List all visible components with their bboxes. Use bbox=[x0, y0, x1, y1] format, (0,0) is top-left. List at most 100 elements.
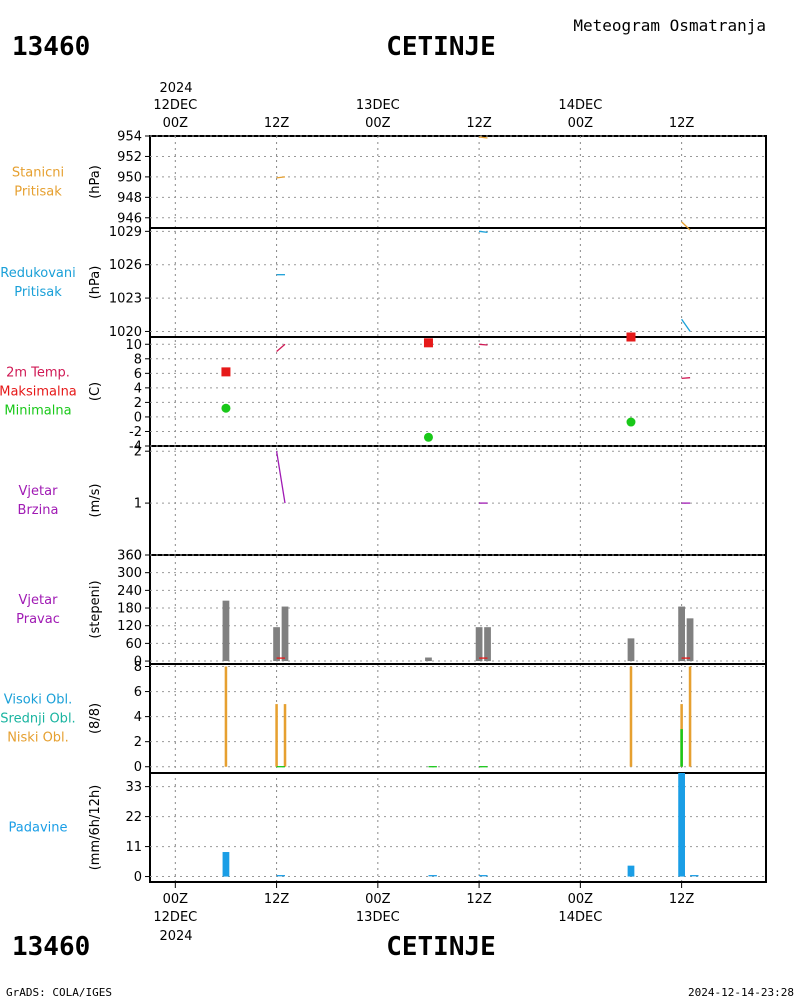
meteogram-title: Meteogram Osmatranja bbox=[573, 16, 766, 35]
series-line bbox=[479, 230, 488, 234]
panel-ylabel: (hPa) bbox=[88, 266, 103, 300]
time-tick-top-date: 13DEC bbox=[356, 98, 400, 113]
bar bbox=[475, 627, 483, 662]
series-line bbox=[479, 343, 488, 346]
series-line bbox=[681, 318, 691, 332]
time-axis-bottom-labels: 00Z 12DEC 12Z 00Z 13DEC 12Z 00Z 14DEC 12Z bbox=[153, 882, 694, 925]
bar bbox=[222, 600, 230, 662]
bar bbox=[224, 666, 228, 767]
footer-timestamp: 2024-12-14-23:28 bbox=[688, 986, 794, 999]
y-tick-label: -2 bbox=[129, 425, 142, 440]
max-temp-marker bbox=[221, 367, 231, 377]
y-tick-label: 240 bbox=[117, 584, 142, 599]
station-name-bottom: CETINJE bbox=[386, 932, 496, 962]
time-tick-bottom-hour: 00Z bbox=[365, 892, 391, 907]
time-tick-top-hour: 00Z bbox=[365, 116, 391, 131]
panel-label: Redukovani bbox=[0, 266, 75, 281]
panel-3: Vjetar Brzina (m/s) 0 1 2 bbox=[18, 445, 766, 564]
time-tick-top-hour: 00Z bbox=[163, 116, 189, 131]
panel-label: Minimalna bbox=[4, 404, 71, 419]
y-tick-label: 2 bbox=[134, 396, 142, 411]
time-tick-bottom-hour: 00Z bbox=[568, 892, 594, 907]
footer-credit: GrADS: COLA/IGES bbox=[6, 986, 112, 999]
panel-4: Vjetar Pravac (stepeni) 0 60 120 180 240 300 360 bbox=[16, 549, 766, 670]
panel-label: Vjetar bbox=[19, 484, 59, 499]
bar bbox=[688, 666, 692, 767]
y-tick-label: 360 bbox=[117, 549, 142, 564]
y-tick-label: 2 bbox=[134, 735, 142, 750]
time-axis-top-year: 2024 bbox=[159, 81, 192, 96]
y-tick-label: 8 bbox=[134, 352, 142, 367]
y-tick-label: 11 bbox=[125, 840, 142, 855]
min-temp-marker bbox=[626, 417, 636, 427]
series-line bbox=[275, 451, 286, 504]
station-name-top: CETINJE bbox=[386, 32, 496, 62]
y-tick-label: 4 bbox=[134, 710, 142, 725]
panel-label: Padavine bbox=[9, 821, 68, 836]
y-tick-label: 33 bbox=[125, 780, 142, 795]
bar bbox=[678, 606, 685, 662]
panel-ylabel: (stepeni) bbox=[88, 580, 103, 638]
y-tick-label: 300 bbox=[117, 566, 142, 581]
panel-label: Niski Obl. bbox=[7, 731, 69, 746]
series-line bbox=[276, 176, 286, 179]
time-tick-bottom-hour: 12Z bbox=[669, 892, 695, 907]
panel-label: Srednji Obl. bbox=[0, 712, 75, 727]
y-tick-label: 22 bbox=[125, 810, 142, 825]
bar bbox=[484, 627, 491, 662]
time-tick-top-hour: 12Z bbox=[669, 116, 695, 131]
y-tick-label: 1 bbox=[134, 497, 142, 512]
meteogram-panels: Stanicni Pritisak (hPa) 946 948 950 952 954 Redu… bbox=[0, 130, 767, 885]
y-tick-label: 950 bbox=[117, 170, 142, 185]
panel-label: Maksimalna bbox=[0, 385, 77, 400]
time-axis-bottom-year: 2024 bbox=[159, 929, 192, 944]
bar bbox=[275, 704, 278, 767]
time-tick-top-hour: 00Z bbox=[568, 116, 594, 131]
y-tick-label: 1023 bbox=[109, 292, 142, 307]
y-tick-label: 2 bbox=[134, 445, 142, 460]
series-line bbox=[681, 221, 691, 231]
time-tick-bottom-date: 13DEC bbox=[356, 910, 400, 925]
min-temp-marker bbox=[221, 403, 231, 413]
y-tick-label: 948 bbox=[117, 191, 142, 206]
series-line bbox=[681, 377, 691, 380]
y-tick-label: 120 bbox=[117, 619, 142, 634]
y-tick-label: 1020 bbox=[109, 325, 142, 340]
y-tick-label: 10 bbox=[125, 338, 142, 353]
panel-label: Vjetar bbox=[19, 593, 59, 608]
time-tick-top-hour: 12Z bbox=[466, 116, 492, 131]
bar bbox=[629, 666, 633, 767]
y-tick-label: 946 bbox=[117, 211, 142, 226]
time-tick-bottom-hour: 12Z bbox=[264, 892, 290, 907]
y-tick-label: 1029 bbox=[109, 225, 142, 240]
bar bbox=[281, 606, 289, 662]
y-tick-label: 954 bbox=[117, 130, 142, 145]
panel-label: Brzina bbox=[18, 503, 59, 518]
panel-2: 2m Temp. Maksimalna Minimalna (C) -4-2024681… bbox=[0, 332, 766, 455]
bar bbox=[678, 773, 685, 877]
y-tick-label: 0 bbox=[134, 655, 142, 670]
series-line bbox=[479, 136, 488, 139]
time-tick-top-date: 12DEC bbox=[153, 98, 197, 113]
max-temp-marker bbox=[423, 338, 433, 348]
panel-ylabel: (hPa) bbox=[88, 165, 103, 199]
y-tick-label: 180 bbox=[117, 602, 142, 617]
time-tick-top-hour: 12Z bbox=[264, 116, 290, 131]
time-tick-bottom-date: 14DEC bbox=[558, 910, 602, 925]
station-id-top: 13460 bbox=[12, 32, 90, 62]
max-temp-marker bbox=[626, 332, 636, 342]
y-tick-label: 0 bbox=[134, 549, 142, 564]
panel-label: 2m Temp. bbox=[6, 366, 70, 381]
bar bbox=[680, 729, 683, 767]
y-tick-label: 8 bbox=[134, 660, 142, 675]
time-tick-bottom-hour: 00Z bbox=[163, 892, 189, 907]
panel-ylabel: (mm/6h/12h) bbox=[88, 785, 103, 871]
bar bbox=[222, 852, 230, 877]
y-tick-label: 1026 bbox=[109, 258, 142, 273]
bar bbox=[425, 657, 432, 662]
panel-5: Visoki Obl. Srednji Obl. Niski Obl. (8/8) 0 2… bbox=[0, 660, 766, 775]
panel-6: Padavine (mm/6h/12h) 0 11 22 33 bbox=[9, 773, 766, 885]
y-tick-label: 4 bbox=[134, 381, 142, 396]
y-tick-label: 0 bbox=[134, 870, 142, 885]
time-tick-top-date: 14DEC bbox=[558, 98, 602, 113]
